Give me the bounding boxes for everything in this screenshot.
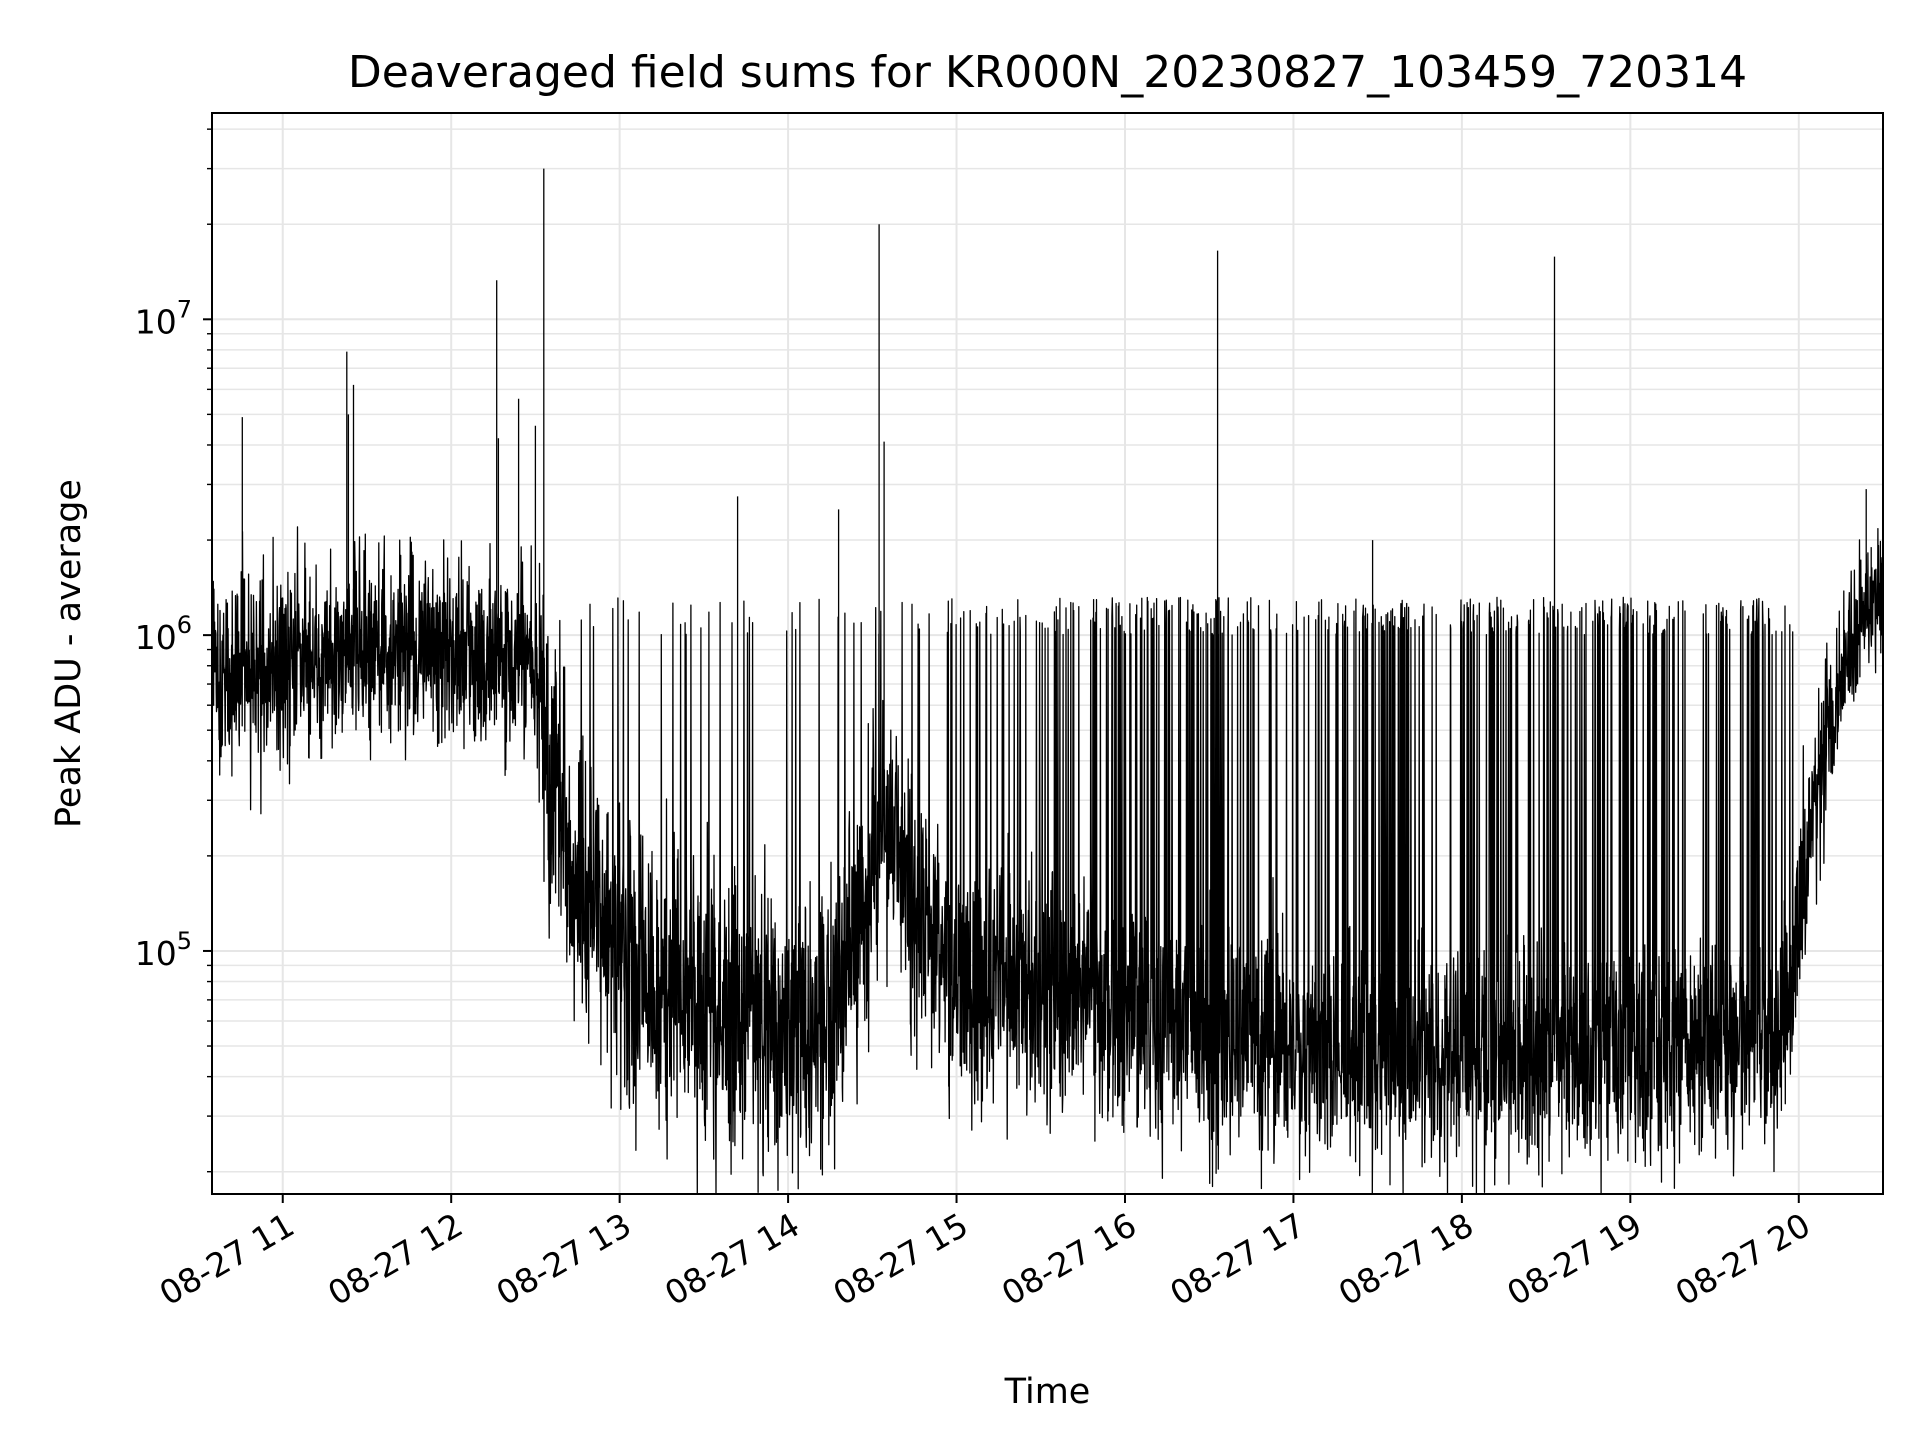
y-tick-exponent: 5 — [177, 927, 192, 955]
y-tick-exponent: 7 — [177, 295, 192, 323]
y-tick-exponent: 6 — [177, 611, 192, 639]
x-axis-label: Time — [1004, 1372, 1091, 1412]
series-layer — [211, 168, 1884, 1195]
y-tick-base: 10 — [135, 302, 177, 341]
y-axis-label: Peak ADU - average — [49, 479, 89, 828]
y-tick-label: 105 — [135, 927, 192, 973]
y-tick-base: 10 — [135, 934, 177, 973]
plot-frame — [211, 112, 1884, 1195]
y-tick-label: 106 — [135, 611, 192, 657]
y-tick-base: 10 — [135, 618, 177, 657]
chart-title: Deaveraged field sums for KR000N_2023082… — [348, 47, 1747, 98]
series-line — [211, 168, 1884, 1195]
y-tick-label: 107 — [135, 295, 192, 341]
